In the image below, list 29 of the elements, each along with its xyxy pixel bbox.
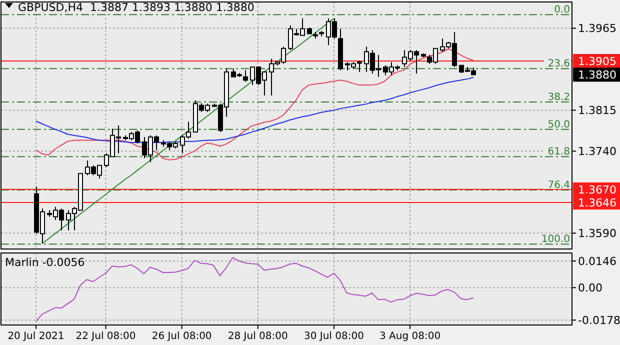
x-tick-label: 30 Jul 08:00 (304, 331, 364, 342)
y-tick-label: 1.3590 (578, 227, 616, 240)
annotation: 38.2 (548, 92, 570, 103)
y-tick-label: 0.00 (578, 282, 602, 295)
text: 1.3880 (578, 68, 616, 82)
ref-line-label: 1.3646 (578, 196, 616, 210)
candlestick (357, 60, 362, 72)
chart-title: GBPUSD,H4 1.3887 1.3893 1.3880 1.3880 (18, 1, 254, 14)
ref-line-label: 1.3670 (578, 183, 616, 196)
x-tick-label: 20 Jul 2021 (8, 331, 64, 342)
x-tick-label: 26 Jul 08:00 (152, 331, 212, 342)
annotation: 100.0 (541, 234, 570, 246)
x-tick-label: 22 Jul 08:00 (76, 331, 136, 342)
chart-title: Marlin -0.0056 (5, 256, 85, 269)
annotation: 61.8 (548, 146, 570, 158)
candlestick (243, 70, 248, 82)
x-tick-label: 28 Jul 08:00 (228, 331, 288, 342)
annotation: 76.4 (548, 180, 570, 191)
ref-line-label: 1.3905 (578, 55, 616, 68)
y-tick-label: 1.3815 (578, 104, 616, 118)
x-tick-label: 3 Aug 08:00 (380, 331, 441, 342)
y-tick-label: -0.0178 (578, 314, 620, 328)
annotation: 23.6 (548, 58, 570, 70)
y-tick-label: 1.3740 (578, 145, 616, 158)
annotation: 0.0 (554, 4, 570, 16)
annotation: 50.0 (548, 119, 570, 130)
y-tick-label: 0.0146 (578, 255, 616, 268)
line-series (42, 18, 334, 244)
y-tick-label: 1.3965 (578, 22, 616, 36)
